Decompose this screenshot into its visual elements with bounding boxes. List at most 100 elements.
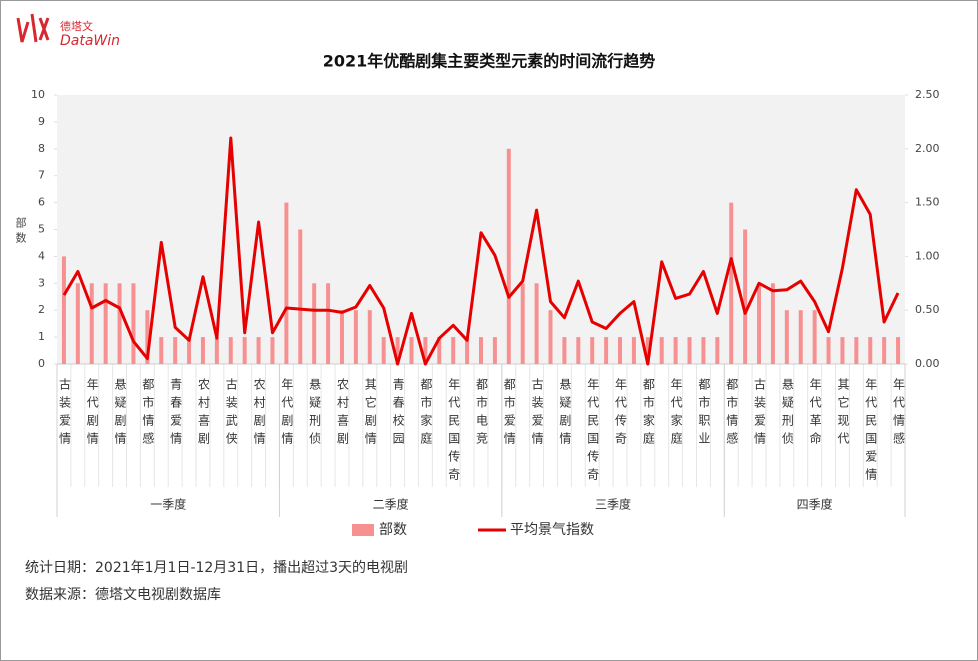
bar <box>896 337 901 364</box>
bar <box>798 310 803 364</box>
y-tick-label: 8 <box>38 142 45 155</box>
bar <box>770 283 775 364</box>
y2-tick-label: 0.00 <box>915 357 940 370</box>
bar <box>367 310 372 364</box>
x-tick-label: 古装武侠 <box>224 377 238 450</box>
y2-tick-label: 1.00 <box>915 249 940 262</box>
bar <box>61 256 66 364</box>
bar <box>840 337 845 364</box>
y-tick-label: 9 <box>38 115 45 128</box>
y-tick-label: 2 <box>38 303 45 316</box>
note: 数据来源：德塔文电视剧数据库 <box>25 587 221 603</box>
plot-area <box>57 95 905 364</box>
bar <box>312 283 317 364</box>
bar <box>757 283 762 364</box>
bar <box>200 337 205 364</box>
bar <box>465 337 470 364</box>
x-tick-label: 古装爱情 <box>530 377 544 450</box>
y2-tick-label: 2.50 <box>915 88 940 101</box>
x-tick-label: 古装爱情 <box>753 377 767 450</box>
logo-en: DataWin <box>60 33 120 49</box>
x-tick-label: 年代家庭 <box>669 378 683 450</box>
y-tick-label: 10 <box>31 88 45 101</box>
bar <box>673 337 678 364</box>
x-tick-label: 都市爱情 <box>502 378 516 450</box>
bar <box>784 310 789 364</box>
bar <box>159 337 164 364</box>
x-tick-label: 年代情感 <box>892 378 906 450</box>
y-tick-label: 7 <box>38 169 45 182</box>
bar <box>284 202 289 364</box>
y-axis-label: 部数 <box>14 216 27 247</box>
y-tick-label: 5 <box>38 223 45 236</box>
bar <box>423 337 428 364</box>
bar <box>298 229 303 364</box>
bar <box>826 337 831 364</box>
legend-label: 平均景气指数 <box>510 522 594 538</box>
bar <box>437 337 442 364</box>
x-tick-label: 都市情感 <box>141 378 155 450</box>
y-tick-label: 1 <box>38 330 45 343</box>
bar <box>270 337 275 364</box>
bar <box>576 337 581 364</box>
bar <box>492 337 497 364</box>
bar <box>395 337 400 364</box>
x-tick-label: 年代剧情 <box>280 378 294 450</box>
y2-tick-label: 0.50 <box>915 303 940 316</box>
bar <box>604 337 609 364</box>
x-tick-label: 都市情感 <box>725 378 739 450</box>
x-tick-label: 农村喜剧 <box>196 378 210 450</box>
bar <box>187 337 192 364</box>
bar <box>353 310 358 364</box>
bar <box>590 337 595 364</box>
bar <box>242 337 247 364</box>
legend-label: 部数 <box>379 522 407 538</box>
x-tick-label: 都市家庭 <box>641 378 655 450</box>
x-tick-label: 都市职业 <box>697 378 711 450</box>
x-tick-label: 悬疑剧情 <box>113 378 127 450</box>
note: 统计日期：2021年1月1日-12月31日，播出超过3天的电视剧 <box>25 560 408 576</box>
logo-cn: 德塔文 <box>60 19 93 33</box>
bar <box>131 283 136 364</box>
group-label: 一季度 <box>150 497 186 512</box>
bar <box>326 283 331 364</box>
x-tick-label: 其它剧情 <box>363 378 377 450</box>
x-tick-label: 年代民国传奇 <box>586 378 600 486</box>
x-tick-label: 年代民国爱情 <box>864 378 878 486</box>
x-tick-label: 年代民国传奇 <box>447 378 461 486</box>
bar <box>103 283 108 364</box>
bar <box>89 283 94 364</box>
legend-swatch <box>352 524 374 536</box>
x-tick-label: 农村喜剧 <box>335 378 349 450</box>
bar <box>687 337 692 364</box>
x-tick-label: 悬疑刑侦 <box>308 378 322 450</box>
x-tick-label: 农村剧情 <box>252 378 266 450</box>
bar <box>381 337 386 364</box>
y-tick-label: 4 <box>38 249 45 262</box>
bar <box>117 283 122 364</box>
x-tick-label: 年代传奇 <box>614 378 628 450</box>
bar <box>645 337 650 364</box>
y2-tick-label: 1.50 <box>915 196 940 209</box>
x-tick-label: 青春爱情 <box>169 378 183 450</box>
y2-tick-label: 2.00 <box>915 142 940 155</box>
bar <box>631 337 636 364</box>
bar <box>812 310 817 364</box>
group-label: 二季度 <box>373 497 409 512</box>
x-tick-label: 都市家庭 <box>419 378 433 450</box>
x-tick-label: 年代革命 <box>808 378 822 450</box>
x-tick-label: 年代剧情 <box>85 378 99 450</box>
x-tick-label: 古装爱情 <box>57 377 71 450</box>
bar <box>75 283 80 364</box>
bar <box>256 337 261 364</box>
bar <box>715 337 720 364</box>
bar <box>868 337 873 364</box>
bar <box>173 337 178 364</box>
y-tick-label: 0 <box>38 357 45 370</box>
logo-mark <box>16 13 50 43</box>
bar <box>214 337 219 364</box>
x-tick-label: 都市电竞 <box>475 378 489 450</box>
bar <box>339 310 344 364</box>
bar <box>506 148 511 364</box>
